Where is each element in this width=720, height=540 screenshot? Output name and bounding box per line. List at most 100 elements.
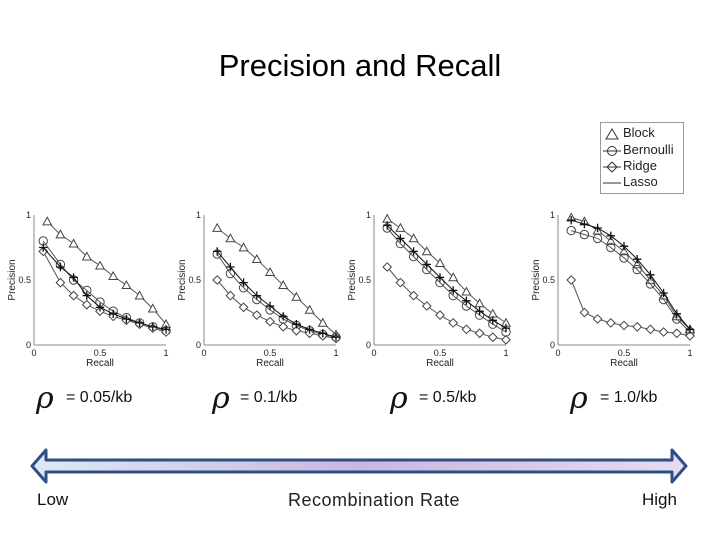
data-point [279,312,288,321]
scale-high-label: High [642,490,677,509]
data-point [645,324,656,335]
data-point [580,219,589,229]
data-point [108,270,119,280]
data-point [646,270,655,279]
series-line [386,266,507,341]
data-point [475,307,484,316]
y-tick-label: 1 [550,210,555,220]
data-point [225,290,236,301]
data-point [226,262,235,272]
data-point [501,334,511,345]
data-point [318,329,327,338]
series-lasso [39,243,171,334]
legend-label: Block [623,125,655,140]
series-line [216,279,337,339]
series-line [216,251,337,338]
y-axis-label: Precision [531,259,542,300]
data-point [81,299,92,310]
data-point [147,303,158,313]
y-tick-label: 0.5 [188,275,201,285]
data-point [291,325,302,336]
line-marker-icon [603,182,621,184]
recombination-rate-arrow [30,448,688,484]
data-point [619,253,629,263]
data-point [239,278,248,287]
y-tick-label: 1 [26,210,31,220]
data-point [251,310,262,321]
rho-symbol: ρ [212,381,230,416]
data-point [435,273,445,282]
data-point [305,325,314,334]
data-point [383,221,392,230]
y-axis-label: Precision [347,259,358,300]
series-line [570,279,691,337]
data-point [488,316,497,325]
data-point [671,328,682,339]
y-axis-label: Precision [177,259,188,300]
data-point [148,322,157,331]
legend-item-block: Block [603,125,683,141]
y-tick-label: 1 [366,210,371,220]
data-point [161,325,171,334]
series-block [212,222,342,339]
data-point [566,225,576,236]
x-tick-label: 0.5 [94,348,107,358]
data-point [238,302,249,313]
data-point [618,246,630,256]
rate-label-3: = 0.5/kb [419,389,477,406]
chart-panel-3: 0 0.5 1 0 0.5 1 Recall Precision [347,210,512,369]
data-point [55,277,66,288]
y-tick-label: 0 [196,340,201,350]
data-point [606,231,615,240]
x-axis-label: Recall [256,358,284,369]
series-line [42,247,167,330]
data-point [81,251,92,261]
x-axis-label: Recall [610,358,638,369]
data-point [685,325,695,334]
x-tick-label: 1 [163,348,168,358]
data-point [396,234,405,243]
data-point [69,273,78,282]
data-point [421,301,432,311]
data-point [304,304,315,314]
data-point [109,309,118,318]
data-point [632,264,642,275]
data-point [435,310,445,321]
chart-panel-4: 0 0.5 1 0 0.5 1 Recall Precision [531,210,696,369]
data-point [134,290,145,300]
data-point [95,303,105,312]
data-point [605,235,616,245]
chart-panel-2: 0 0.5 1 0 0.5 1 Recall Precision [177,210,342,369]
data-point [238,242,249,252]
data-point [265,301,275,311]
legend-item-lasso: Lasso [603,174,683,190]
data-point [121,279,132,290]
series-line [571,230,691,333]
data-point [382,262,393,272]
x-axis-label: Recall [426,358,454,369]
data-point [68,238,79,248]
x-tick-label: 0 [31,348,36,358]
series-line [386,218,507,324]
data-point [461,286,472,296]
data-point [434,257,446,267]
y-tick-label: 0 [366,340,371,350]
legend-label: Ridge [623,158,657,173]
data-point [461,324,472,335]
series-line [571,219,691,330]
data-point [278,321,289,332]
legend-item-bernoulli: Bernoulli [603,142,683,158]
data-point [292,320,301,329]
x-tick-label: 1 [503,348,508,358]
x-tick-label: 0 [201,348,206,358]
data-point [331,333,341,342]
y-axis-label: Precision [7,259,18,300]
data-point [645,279,656,289]
data-point [659,288,668,298]
rate-label-2: = 0.1/kb [240,389,298,406]
data-point [658,327,669,337]
data-point [685,330,695,341]
rho-symbol: ρ [36,381,54,416]
data-point [487,308,498,318]
data-point [408,290,419,301]
